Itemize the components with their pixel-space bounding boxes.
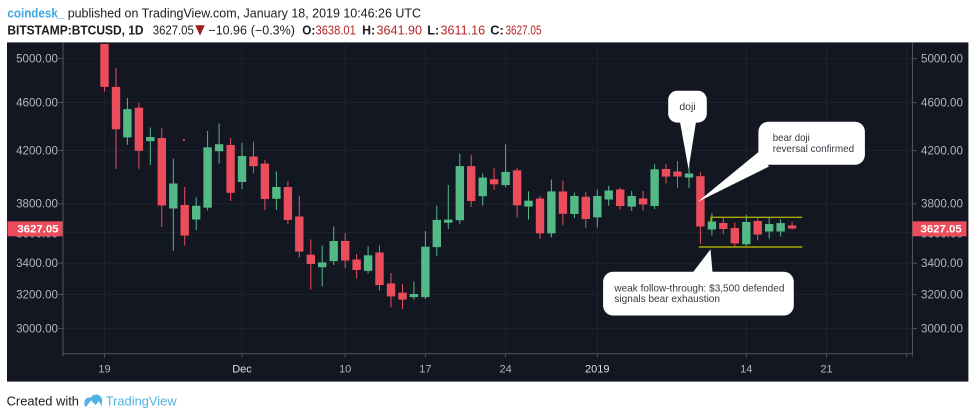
svg-text:19: 19	[98, 364, 110, 376]
svg-text:published on TradingView.com,: published on TradingView.com, January 18…	[68, 7, 421, 21]
svg-text:4600.00: 4600.00	[921, 96, 963, 109]
svg-text:3400.00: 3400.00	[921, 257, 963, 270]
svg-text:bear doji: bear doji	[773, 133, 810, 144]
svg-text:Created with: Created with	[7, 394, 79, 409]
svg-text:3800.00: 3800.00	[16, 198, 58, 211]
svg-text:signals bear exhaustion: signals bear exhaustion	[614, 294, 720, 305]
svg-text:3611.16: 3611.16	[441, 24, 486, 38]
svg-text:14: 14	[740, 364, 752, 376]
svg-text:10: 10	[339, 364, 351, 376]
svg-text:24: 24	[499, 364, 511, 376]
svg-text:reversal confirmed: reversal confirmed	[773, 144, 854, 155]
svg-text:4200.00: 4200.00	[921, 144, 963, 157]
svg-text:21: 21	[820, 364, 832, 376]
svg-text:C:: C:	[490, 24, 504, 38]
svg-text:3000.00: 3000.00	[921, 322, 963, 335]
svg-text:3641.90: 3641.90	[377, 24, 423, 38]
svg-text:(−0.3%): (−0.3%)	[251, 24, 295, 38]
svg-text:3400.00: 3400.00	[16, 257, 58, 270]
svg-text:−10.96: −10.96	[209, 24, 247, 38]
svg-text:3627.05: 3627.05	[153, 24, 194, 38]
svg-text:O:: O:	[302, 24, 315, 38]
svg-text:3000.00: 3000.00	[16, 322, 58, 335]
svg-text:3627.05: 3627.05	[506, 24, 542, 38]
svg-text:2019: 2019	[585, 364, 609, 376]
svg-text:3627.05: 3627.05	[17, 224, 59, 236]
svg-text:3638.01: 3638.01	[316, 24, 356, 38]
svg-text:H:: H:	[362, 24, 375, 38]
svg-text:Dec: Dec	[232, 364, 252, 376]
svg-text:BITSTAMP:BTCUSD, 1D: BITSTAMP:BTCUSD, 1D	[7, 24, 143, 38]
svg-text:3627.05: 3627.05	[921, 224, 963, 236]
svg-text:coindesk_: coindesk_	[7, 7, 65, 21]
svg-text:3800.00: 3800.00	[921, 198, 963, 211]
svg-text:L:: L:	[427, 24, 439, 38]
svg-text:doji: doji	[679, 101, 695, 113]
svg-text:TradingView: TradingView	[106, 394, 178, 409]
svg-text:17: 17	[419, 364, 431, 376]
svg-text:4600.00: 4600.00	[16, 96, 58, 109]
svg-text:4200.00: 4200.00	[16, 144, 58, 157]
svg-text:3200.00: 3200.00	[16, 288, 58, 301]
svg-text:3200.00: 3200.00	[921, 288, 963, 301]
svg-text:5000.00: 5000.00	[921, 52, 963, 65]
svg-text:5000.00: 5000.00	[16, 52, 58, 65]
svg-text:weak follow-through: $3,500 de: weak follow-through: $3,500 defended	[613, 283, 784, 294]
